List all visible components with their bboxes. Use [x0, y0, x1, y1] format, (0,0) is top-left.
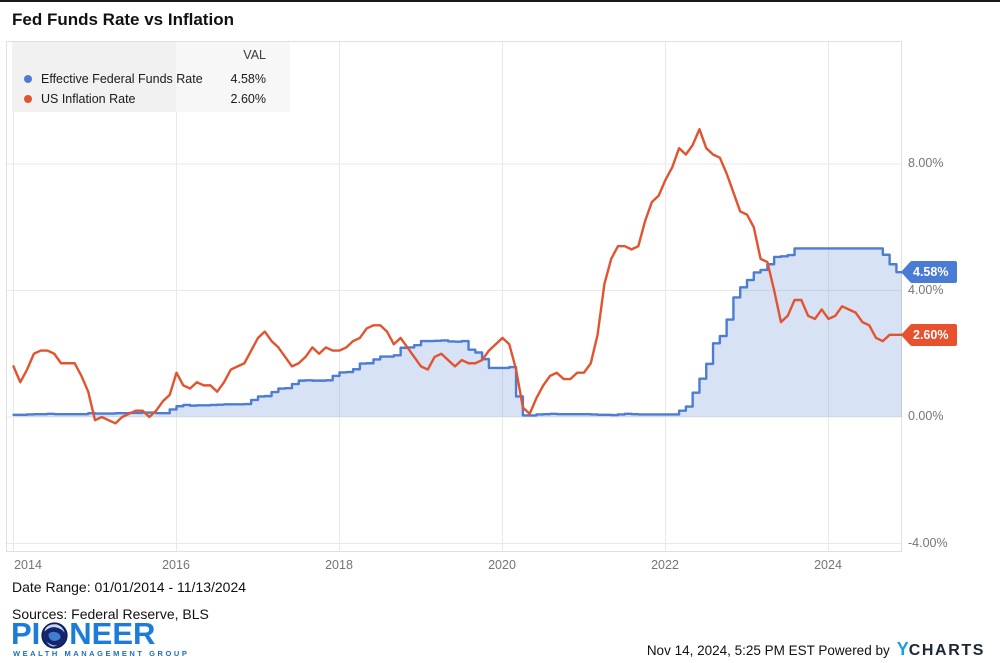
legend-label-inflation: US Inflation Rate: [41, 92, 136, 106]
y-axis-tick-neg4: -4.00%: [908, 536, 948, 550]
legend-val-header: VAL: [243, 48, 266, 62]
x-axis-tick-2020: 2020: [488, 558, 516, 572]
legend: VAL Effective Federal Funds Rate 4.58% U…: [12, 42, 290, 112]
legend-row-inflation[interactable]: US Inflation Rate 2.60%: [12, 89, 290, 109]
y-axis-tick-8: 8.00%: [908, 156, 944, 170]
x-axis-tick-2018: 2018: [325, 558, 353, 572]
x-axis-tick-2014: 2014: [14, 558, 42, 572]
sources-label: Sources: Federal Reserve, BLS: [12, 606, 209, 622]
ycharts-logo-y-icon: Y: [896, 639, 909, 659]
inflation-series-dot-icon: [24, 95, 32, 103]
date-range-label: Date Range: 01/01/2014 - 11/13/2024: [12, 579, 247, 595]
powered-by-label: Powered by: [818, 643, 890, 658]
legend-val-column: [176, 42, 290, 112]
attribution-bar: Nov 14, 2024, 5:25 PM EST Powered by Y C…: [647, 639, 985, 660]
pioneer-logo: PI NEER: [11, 616, 156, 651]
x-axis-tick-2024: 2024: [814, 558, 842, 572]
inflation-value-badge: 2.60%: [901, 324, 958, 346]
badge-arrow-icon: [901, 325, 910, 345]
legend-row-fed-funds[interactable]: Effective Federal Funds Rate 4.58%: [12, 69, 290, 89]
fed-funds-value-badge: 4.58%: [901, 261, 958, 283]
fed-funds-series-dot-icon: [24, 75, 32, 83]
timestamp-label: Nov 14, 2024, 5:25 PM EST: [646, 643, 819, 658]
x-axis-tick-2016: 2016: [162, 558, 190, 572]
logo-text-pre: PI: [11, 616, 41, 651]
globe-icon: [41, 621, 68, 649]
y-axis-tick-0: 0.00%: [908, 409, 944, 423]
badge-arrow-icon: [901, 262, 910, 282]
x-axis-tick-2022: 2022: [651, 558, 679, 572]
logo-text-post: NEER: [69, 616, 156, 651]
legend-value-inflation: 2.60%: [230, 92, 266, 106]
y-axis-tick-4: 4.00%: [908, 283, 944, 297]
legend-label-fed-funds: Effective Federal Funds Rate: [41, 72, 203, 86]
page-title: Fed Funds Rate vs Inflation: [12, 10, 234, 29]
ycharts-logo-text: CHARTS: [908, 642, 985, 659]
pioneer-logo-subtitle: WEALTH MANAGEMENT GROUP: [13, 649, 190, 658]
legend-value-fed-funds: 4.58%: [230, 72, 266, 86]
